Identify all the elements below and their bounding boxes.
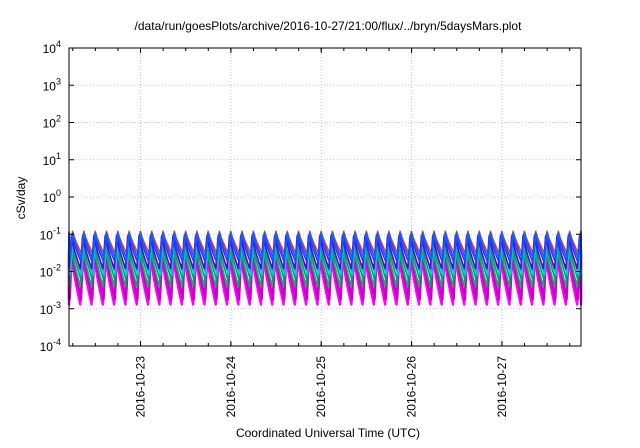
y-tick-label: 10-2 (40, 263, 61, 280)
y-tick-label: 102 (43, 114, 61, 131)
chart-title: /data/run/goesPlots/archive/2016-10-27/2… (135, 19, 523, 33)
x-tick-label: 2016-10-24 (224, 356, 238, 418)
axis-ticks: 10-4 10-3 10-2 10-1 100 101 102 103 104 2016-10-2… (40, 39, 581, 417)
plot-frame (68, 47, 582, 347)
flux-series-line (67, 247, 583, 301)
x-tick-label: 2016-10-23 (134, 356, 148, 418)
y-tick-label: 10-1 (40, 225, 61, 242)
flux-series-line (67, 252, 583, 306)
y-tick-label: 10-4 (40, 337, 61, 354)
x-tick-label: 2016-10-27 (495, 356, 509, 418)
flux-series-line (68, 231, 582, 260)
x-axis-label: Coordinated Universal Time (UTC) (236, 426, 420, 440)
x-tick-label: 2016-10-25 (314, 356, 328, 418)
flux-series-line (68, 233, 582, 263)
series-layer (67, 230, 583, 306)
y-tick-label: 100 (43, 188, 61, 205)
y-tick-label: 10-3 (40, 300, 61, 317)
y-tick-label: 104 (43, 39, 61, 56)
y-axis-label: cSv/day (14, 177, 28, 220)
x-tick-label: 2016-10-26 (405, 356, 419, 418)
grid-lines (69, 48, 581, 346)
y-tick-label: 101 (43, 151, 61, 168)
flux-series-line (68, 241, 582, 281)
flux-series-line (68, 235, 582, 270)
flux-series-line (68, 244, 582, 288)
y-tick-label: 103 (43, 76, 61, 93)
flux-series-line (68, 239, 582, 276)
